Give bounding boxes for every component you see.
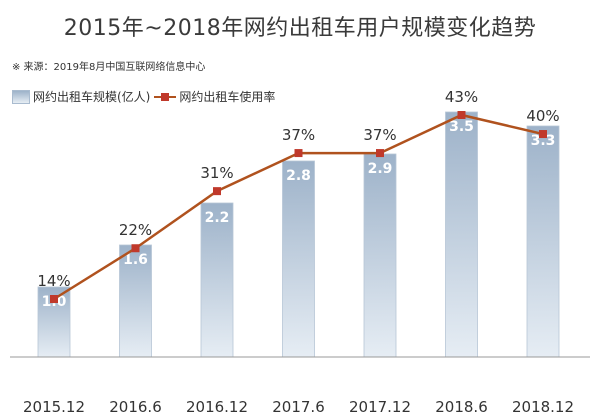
legend: 网约出租车规模(亿人) 网约出租车使用率 bbox=[12, 88, 279, 105]
line-value-label: 37% bbox=[363, 126, 396, 144]
legend-item-line: 网约出租车使用率 bbox=[154, 88, 275, 105]
legend-bar-label: 网约出租车规模(亿人) bbox=[33, 90, 151, 104]
line-point bbox=[539, 130, 547, 139]
line-value-label: 40% bbox=[526, 107, 559, 125]
bar-value-label: 1.6 bbox=[123, 252, 148, 268]
bar bbox=[363, 153, 397, 358]
x-tick-label: 2016.12 bbox=[186, 398, 248, 416]
line-point bbox=[131, 244, 140, 253]
chart-title: 2015年~2018年网约出租车用户规模变化趋势 bbox=[63, 16, 537, 41]
x-tick-label: 2017.6 bbox=[272, 398, 325, 416]
line-value-label: 43% bbox=[445, 88, 478, 106]
legend-line-label: 网约出租车使用率 bbox=[179, 90, 276, 104]
bar bbox=[200, 202, 234, 358]
line-point bbox=[294, 149, 303, 158]
legend-item-bars: 网约出租车规模(亿人) bbox=[12, 88, 150, 105]
line-value-label: 14% bbox=[37, 272, 70, 290]
bar bbox=[526, 125, 560, 358]
legend-bar-swatch bbox=[12, 89, 30, 104]
line-value-label: 37% bbox=[282, 126, 315, 144]
line-point bbox=[50, 295, 58, 303]
bar-value-label: 2.2 bbox=[205, 210, 230, 226]
bar-value-label: 2.8 bbox=[286, 168, 311, 184]
line-point bbox=[457, 111, 466, 119]
line-value-label: 31% bbox=[200, 164, 233, 182]
source-note: ※ 来源：2019年8月中国互联网络信息中心 bbox=[12, 62, 206, 73]
bar-value-label: 3.3 bbox=[531, 133, 556, 149]
legend-line-swatch bbox=[154, 91, 177, 103]
x-tick-label: 2016.6 bbox=[109, 398, 162, 416]
line-point bbox=[213, 187, 221, 196]
bar bbox=[445, 111, 478, 358]
x-tick-label: 2017.12 bbox=[349, 398, 411, 416]
line-point bbox=[376, 149, 384, 158]
bar bbox=[282, 160, 315, 358]
line-value-label: 22% bbox=[119, 221, 152, 239]
x-tick-label: 2018.6 bbox=[435, 398, 488, 416]
x-tick-label: 2015.12 bbox=[23, 398, 85, 416]
bar-value-label: 2.9 bbox=[368, 161, 393, 177]
x-tick-label: 2018.12 bbox=[512, 398, 574, 416]
bar-value-label: 3.5 bbox=[449, 119, 474, 135]
